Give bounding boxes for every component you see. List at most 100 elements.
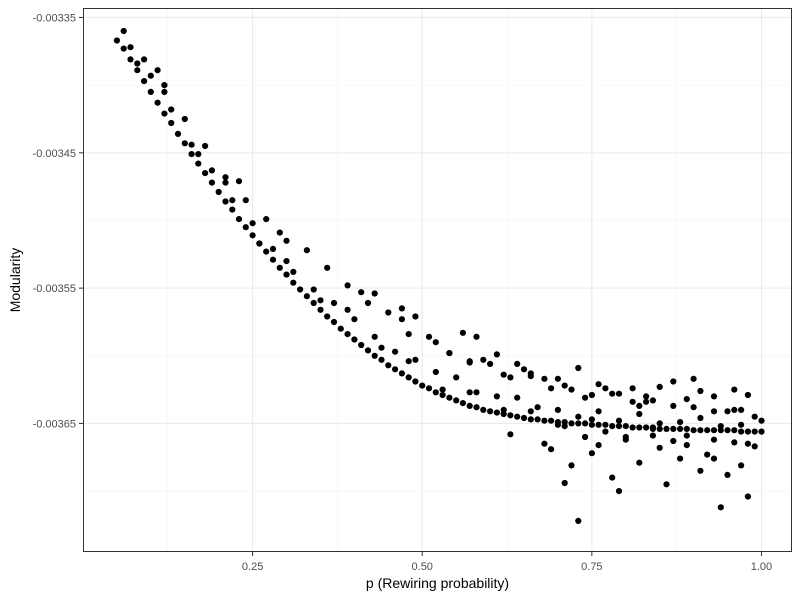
data-point <box>439 386 446 393</box>
data-point <box>324 264 331 271</box>
data-point <box>161 82 168 89</box>
data-point <box>751 443 758 450</box>
data-point <box>697 414 704 422</box>
data-point <box>473 389 480 396</box>
data-point <box>643 398 650 405</box>
data-point <box>215 188 222 196</box>
data-point <box>602 428 609 435</box>
data-point <box>710 408 718 415</box>
panel-border <box>83 8 792 552</box>
data-point <box>330 318 338 326</box>
x-axis-ticks: 0.25 0.50 0.75 1.00 <box>242 552 772 573</box>
data-point <box>235 178 243 185</box>
data-point <box>290 279 297 286</box>
data-point <box>738 428 745 435</box>
data-point <box>392 366 399 373</box>
y-tick-label: -0.00355 <box>33 283 76 295</box>
data-point <box>561 423 568 430</box>
data-point <box>520 366 528 373</box>
data-point <box>548 385 555 392</box>
data-point <box>507 412 514 419</box>
data-point <box>751 413 758 420</box>
data-point <box>582 420 589 427</box>
data-point <box>683 442 690 449</box>
data-point <box>432 389 439 396</box>
data-point <box>500 406 507 413</box>
data-point <box>697 387 704 395</box>
data-point <box>168 119 175 127</box>
data-point <box>147 72 154 79</box>
data-point <box>161 88 168 95</box>
data-point <box>493 351 500 358</box>
data-point <box>500 371 507 378</box>
data-point <box>195 151 202 158</box>
data-point <box>317 306 324 313</box>
data-point <box>758 417 765 424</box>
data-point <box>534 404 541 411</box>
data-point <box>263 248 270 255</box>
data-point <box>507 431 514 438</box>
data-point <box>310 299 317 307</box>
data-point <box>649 397 657 404</box>
data-point <box>704 427 711 434</box>
data-point <box>127 44 134 51</box>
data-point <box>548 417 555 424</box>
data-point <box>629 424 636 431</box>
data-point <box>487 408 494 415</box>
data-point <box>643 393 650 400</box>
data-point <box>738 406 745 413</box>
data-point <box>364 347 372 354</box>
data-point <box>344 282 351 289</box>
data-point <box>527 416 534 423</box>
data-point <box>670 425 677 432</box>
data-point <box>324 313 331 320</box>
data-point <box>568 462 575 469</box>
data-point <box>493 409 500 416</box>
data-point <box>643 424 650 431</box>
data-point <box>235 216 243 223</box>
data-point <box>670 402 677 409</box>
data-point <box>731 439 738 446</box>
data-point <box>141 78 148 85</box>
data-point <box>731 406 738 413</box>
data-point <box>337 325 344 332</box>
data-point <box>385 309 392 316</box>
data-point <box>134 60 141 67</box>
data-point <box>446 394 453 401</box>
data-point <box>731 427 738 434</box>
data-point <box>636 402 643 409</box>
data-point <box>120 27 127 35</box>
x-axis-title: p (Rewiring probability) <box>366 575 509 591</box>
data-point <box>371 352 378 359</box>
y-tick-label: -0.00365 <box>33 418 76 430</box>
data-point <box>459 400 466 407</box>
data-point <box>738 462 745 469</box>
data-point <box>690 427 697 434</box>
data-point <box>405 331 412 338</box>
data-point <box>507 374 514 381</box>
data-point <box>330 299 338 307</box>
data-point <box>188 141 195 148</box>
data-point <box>636 459 643 466</box>
data-point <box>595 408 602 415</box>
data-point <box>425 385 433 392</box>
data-point <box>554 406 562 413</box>
minor-gridlines <box>83 8 792 552</box>
data-point <box>710 455 718 462</box>
data-point <box>629 385 636 392</box>
data-point <box>622 436 629 443</box>
data-point <box>731 386 738 393</box>
data-point <box>724 471 731 478</box>
data-point <box>588 416 596 423</box>
data-point <box>480 406 487 413</box>
data-point <box>541 440 548 447</box>
data-point <box>174 130 182 137</box>
y-tick-label: -0.00335 <box>33 12 76 24</box>
data-point <box>344 306 351 313</box>
x-tick-label: 0.75 <box>581 561 602 573</box>
data-point <box>202 142 209 150</box>
data-point <box>412 378 419 385</box>
data-point <box>276 229 283 236</box>
data-point <box>758 428 765 435</box>
data-point <box>283 258 290 265</box>
